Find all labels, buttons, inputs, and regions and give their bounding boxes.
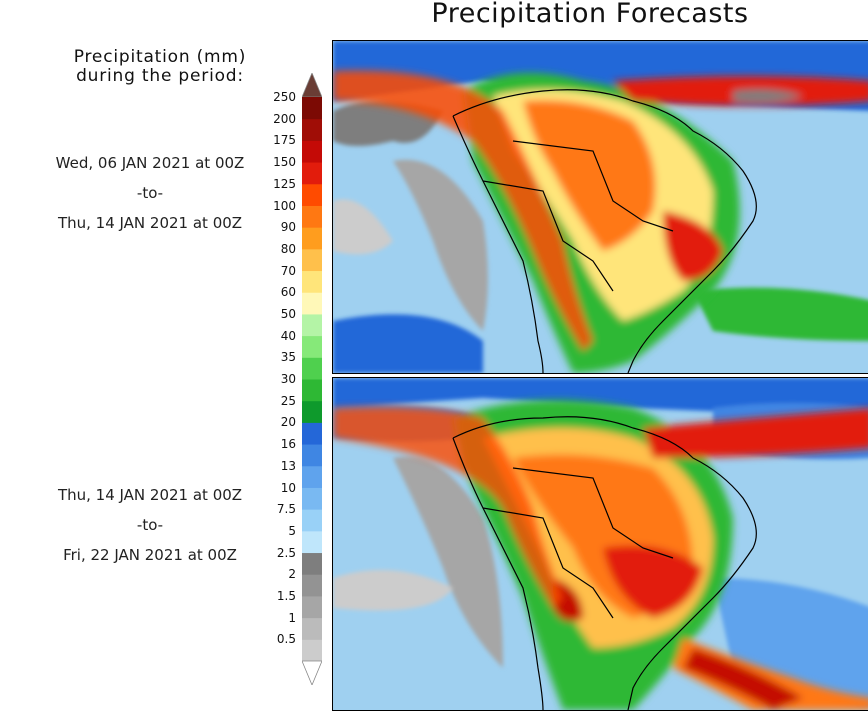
colorbar-segment	[302, 118, 322, 141]
colorbar-segment	[302, 270, 322, 293]
colorbar-segment	[302, 183, 322, 206]
colorbar-tick-label: 80	[280, 241, 296, 256]
colorbar-tick-label: 2.5	[276, 545, 296, 560]
period-1-start: Wed, 06 JAN 2021 at 00Z	[55, 154, 245, 172]
chart-title: Precipitation Forecasts	[431, 0, 749, 29]
period-1-end: Thu, 14 JAN 2021 at 00Z	[57, 214, 243, 232]
colorbar-tick-label: 175	[273, 133, 296, 148]
colorbar-tick-label: 10	[280, 480, 296, 495]
colorbar-segment	[302, 444, 322, 467]
colorbar-segment	[302, 292, 322, 315]
colorbar-tick-label: 1.5	[276, 588, 296, 603]
colorbar-tick-label: 25	[280, 393, 296, 408]
colorbar-tick-label: 20	[280, 415, 296, 430]
colorbar-segment	[302, 574, 322, 597]
colorbar-segment	[302, 357, 322, 380]
colorbar-tick-label: 2	[288, 567, 296, 582]
colorbar-segment	[302, 465, 322, 488]
legend-title-line2: during the period:	[76, 66, 244, 86]
precipitation-colorbar	[302, 73, 322, 685]
colorbar-tick-label: 60	[280, 285, 296, 300]
colorbar-tick-label: 70	[280, 263, 296, 278]
colorbar-tick-label: 125	[273, 176, 296, 191]
colorbar-segment	[302, 422, 322, 445]
colorbar-tick-label: 250	[273, 90, 296, 104]
period-2-end: Fri, 22 JAN 2021 at 00Z	[63, 546, 237, 564]
colorbar-tick-label: 1	[288, 610, 296, 625]
colorbar-tick-label: 0.5	[276, 632, 296, 647]
period-2-separator: -to-	[136, 516, 164, 534]
colorbar-segment	[302, 509, 322, 532]
colorbar-segment	[302, 595, 322, 619]
colorbar-max-arrow	[302, 73, 322, 98]
legend-title-line1: Precipitation (mm)	[73, 47, 247, 67]
colorbar-tick-label: 100	[273, 198, 296, 213]
colorbar-tick-label: 5	[288, 523, 296, 538]
colorbar-segment	[302, 487, 322, 510]
colorbar-tick-label: 13	[280, 458, 296, 473]
colorbar-tick-label: 35	[280, 350, 296, 365]
colorbar-segment	[302, 335, 322, 358]
colorbar-tick-label: 150	[273, 155, 296, 170]
colorbar-tick-label: 40	[280, 328, 296, 343]
colorbar-segment	[302, 639, 322, 662]
colorbar-segment	[302, 140, 322, 163]
colorbar-segment	[302, 617, 322, 640]
forecast-map-period-2	[332, 377, 868, 711]
colorbar-tick-label: 200	[273, 111, 296, 126]
colorbar-segment	[302, 313, 322, 337]
colorbar-tick-label: 50	[280, 306, 296, 321]
colorbar-segment	[302, 552, 322, 575]
forecast-map-period-1	[332, 40, 868, 374]
colorbar-tick-label: 90	[280, 220, 296, 235]
colorbar-min-arrow	[302, 660, 322, 685]
colorbar-segment	[302, 400, 322, 423]
period-1-separator: -to-	[136, 184, 164, 202]
colorbar-segment	[302, 248, 322, 272]
legend-title: Precipitation (mm) during the period:	[40, 48, 280, 86]
colorbar-segment	[302, 162, 322, 185]
period-2-start: Thu, 14 JAN 2021 at 00Z	[57, 486, 243, 504]
colorbar-segment	[302, 205, 322, 228]
colorbar-tick-label: 7.5	[276, 502, 296, 517]
colorbar-tick-label: 16	[280, 437, 296, 452]
colorbar-tick-label: 30	[280, 372, 296, 386]
colorbar-segment	[302, 97, 322, 120]
colorbar-segment	[302, 530, 322, 554]
colorbar-segment	[302, 379, 322, 402]
colorbar-segment	[302, 227, 322, 250]
